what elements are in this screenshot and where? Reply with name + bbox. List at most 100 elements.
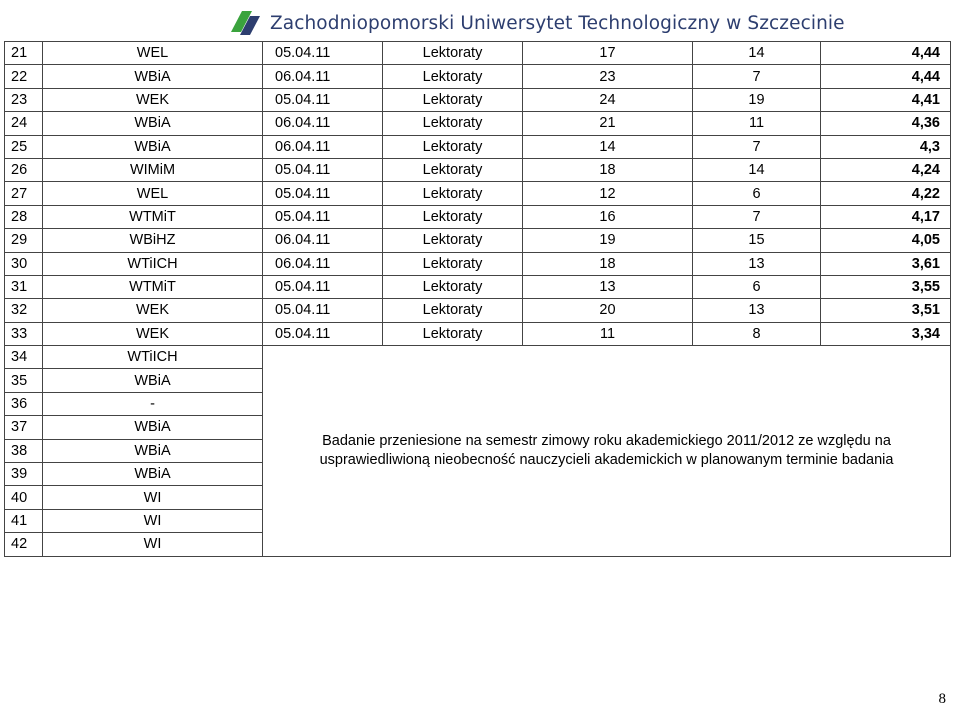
table-row: 33 WEK 05.04.11 Lektoraty 11 8 3,34 (4, 321, 951, 347)
table-row: 27 WEL 05.04.11 Lektoraty 12 6 4,22 (4, 181, 951, 206)
postponed-note: Badanie przeniesione na semestr zimowy r… (262, 345, 951, 557)
score-cell: 4,3 (820, 134, 951, 159)
table-row-postponed: 39 WBiA (4, 462, 951, 487)
zut-logo-icon (231, 11, 260, 35)
department-cell: - (42, 391, 263, 417)
count-b-cell: 14 (692, 157, 821, 183)
count-a-cell: 16 (522, 204, 693, 230)
department-cell: WTMiT (42, 274, 263, 300)
count-a-cell: 18 (522, 251, 693, 276)
department-cell: WTMiT (42, 204, 263, 230)
count-a-cell: 18 (522, 157, 693, 183)
table-row: 24 WBiA 06.04.11 Lektoraty 21 11 4,36 (4, 111, 951, 136)
score-cell: 4,36 (820, 111, 951, 136)
department-cell: WTiICH (42, 251, 263, 276)
table-row-postponed: 40 WI (4, 485, 951, 510)
course-type-cell: Lektoraty (382, 134, 523, 159)
table-row: 28 WTMiT 05.04.11 Lektoraty 16 7 4,17 (4, 204, 951, 230)
department-cell: WEK (42, 87, 263, 113)
date-cell: 05.04.11 (262, 321, 383, 347)
course-type-cell: Lektoraty (382, 64, 523, 89)
course-type-cell: Lektoraty (382, 157, 523, 183)
score-cell: 3,61 (820, 251, 951, 276)
row-number: 36 (4, 391, 43, 417)
department-cell: WIMiM (42, 157, 263, 183)
table-row-postponed: 42 WI (4, 532, 951, 557)
course-type-cell: Lektoraty (382, 251, 523, 276)
date-cell: 06.04.11 (262, 111, 383, 136)
score-cell: 4,22 (820, 181, 951, 206)
course-type-cell: Lektoraty (382, 111, 523, 136)
row-number: 40 (4, 485, 43, 510)
row-number: 35 (4, 368, 43, 393)
course-type-cell: Lektoraty (382, 298, 523, 323)
date-cell: 05.04.11 (262, 298, 383, 323)
table-row: 31 WTMiT 05.04.11 Lektoraty 13 6 3,55 (4, 274, 951, 300)
row-number: 26 (4, 157, 43, 183)
department-cell: WBiHZ (42, 228, 263, 253)
table-row-postponed: 35 WBiA (4, 368, 951, 393)
department-cell: WBiA (42, 438, 263, 464)
score-cell: 4,17 (820, 204, 951, 230)
results-table-body: 21 WEL 05.04.11 Lektoraty 17 14 4,44 22 WBiA 06.0… (4, 40, 951, 557)
department-cell: WEK (42, 321, 263, 347)
table-row: 23 WEK 05.04.11 Lektoraty 24 19 4,41 (4, 87, 951, 113)
table-row: 30 WTiICH 06.04.11 Lektoraty 18 13 3,61 (4, 251, 951, 276)
table-row-postponed: 37 WBiA (4, 415, 951, 440)
score-cell: 3,55 (820, 274, 951, 300)
score-cell: 3,34 (820, 321, 951, 347)
date-cell: 06.04.11 (262, 134, 383, 159)
course-type-cell: Lektoraty (382, 181, 523, 206)
score-cell: 3,51 (820, 298, 951, 323)
row-number: 39 (4, 462, 43, 487)
department-cell: WBiA (42, 368, 263, 393)
count-b-cell: 7 (692, 204, 821, 230)
score-cell: 4,41 (820, 87, 951, 113)
score-cell: 4,24 (820, 157, 951, 183)
row-number: 21 (4, 40, 43, 66)
count-a-cell: 20 (522, 298, 693, 323)
count-b-cell: 7 (692, 64, 821, 89)
count-b-cell: 8 (692, 321, 821, 347)
table-row: 21 WEL 05.04.11 Lektoraty 17 14 4,44 (4, 40, 951, 66)
date-cell: 06.04.11 (262, 64, 383, 89)
row-number: 22 (4, 64, 43, 89)
table-row: 29 WBiHZ 06.04.11 Lektoraty 19 15 4,05 (4, 228, 951, 253)
score-cell: 4,44 (820, 64, 951, 89)
date-cell: 05.04.11 (262, 181, 383, 206)
count-a-cell: 11 (522, 321, 693, 347)
row-number: 31 (4, 274, 43, 300)
count-b-cell: 6 (692, 181, 821, 206)
date-cell: 05.04.11 (262, 157, 383, 183)
count-a-cell: 24 (522, 87, 693, 113)
university-name: Zachodniopomorski Uniwersytet Technologi… (270, 12, 845, 34)
row-number: 33 (4, 321, 43, 347)
count-a-cell: 17 (522, 40, 693, 66)
score-cell: 4,05 (820, 228, 951, 253)
row-number: 34 (4, 345, 43, 370)
count-b-cell: 13 (692, 298, 821, 323)
count-b-cell: 11 (692, 111, 821, 136)
table-row-postponed: 36- (4, 391, 951, 417)
row-number: 27 (4, 181, 43, 206)
row-number: 29 (4, 228, 43, 253)
row-number: 41 (4, 508, 43, 534)
row-number: 24 (4, 111, 43, 136)
table-row: 22 WBiA 06.04.11 Lektoraty 23 7 4,44 (4, 64, 951, 89)
table-row: 25 WBiA 06.04.11 Lektoraty 14 7 4,3 (4, 134, 951, 159)
department-cell: WBiA (42, 64, 263, 89)
count-a-cell: 14 (522, 134, 693, 159)
department-cell: WBiA (42, 462, 263, 487)
table-row: 32 WEK 05.04.11 Lektoraty 20 13 3,51 (4, 298, 951, 323)
course-type-cell: Lektoraty (382, 228, 523, 253)
table-row: 26 WIMiM 05.04.11 Lektoraty 18 14 4,24 (4, 157, 951, 183)
score-cell: 4,44 (820, 40, 951, 66)
count-a-cell: 13 (522, 274, 693, 300)
count-a-cell: 21 (522, 111, 693, 136)
count-b-cell: 14 (692, 40, 821, 66)
department-cell: WBiA (42, 415, 263, 440)
count-a-cell: 23 (522, 64, 693, 89)
row-number: 32 (4, 298, 43, 323)
department-cell: WEL (42, 181, 263, 206)
count-a-cell: 12 (522, 181, 693, 206)
